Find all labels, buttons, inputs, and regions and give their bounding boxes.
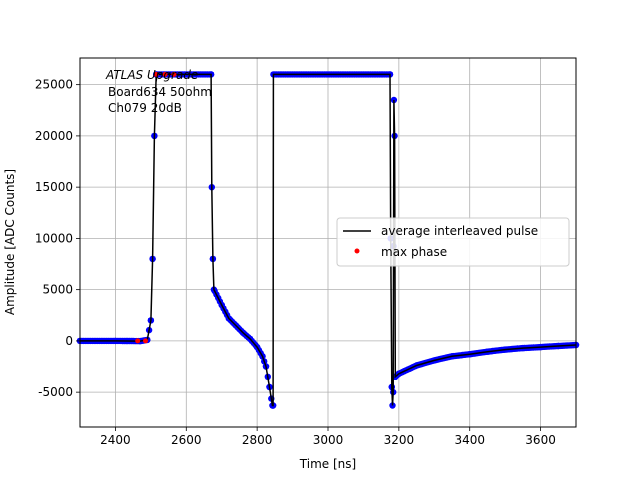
- x-tick-label: 3200: [384, 433, 415, 447]
- max-phase-point: [143, 338, 148, 344]
- max-phase-point: [153, 71, 159, 77]
- x-tick-label: 3000: [313, 433, 344, 447]
- x-tick-label: 2400: [100, 433, 131, 447]
- max-phase-point: [162, 71, 168, 77]
- legend-label-max-phase: max phase: [381, 245, 447, 259]
- max-phase-point: [135, 338, 141, 344]
- annotation-atlas: ATLAS Upgrade: [105, 68, 198, 82]
- y-axis-ticks: -5000 0 5000 10000 15000 20000 25000: [35, 78, 80, 399]
- y-axis-label: Amplitude [ADC Counts]: [3, 169, 17, 315]
- max-phase-markers: [135, 71, 177, 344]
- annotation-channel: Ch079 20dB: [108, 101, 182, 115]
- x-axis-ticks: 2400 2600 2800 3000 3200 3400 3600: [100, 427, 556, 447]
- y-tick-label: 20000: [35, 129, 73, 143]
- legend-label-pulse: average interleaved pulse: [381, 224, 538, 238]
- x-tick-label: 2600: [171, 433, 202, 447]
- legend-swatch-max-phase: [354, 248, 360, 254]
- y-tick-label: 10000: [35, 231, 73, 245]
- max-phase-point: [171, 71, 177, 77]
- x-tick-label: 3400: [454, 433, 485, 447]
- legend: average interleaved pulse max phase: [336, 217, 570, 267]
- x-axis-label: Time [ns]: [299, 457, 356, 471]
- x-tick-label: 3600: [525, 433, 556, 447]
- legend-box: [336, 217, 570, 267]
- annotation-board: Board634 50ohm: [108, 85, 212, 99]
- y-tick-label: 5000: [42, 283, 73, 297]
- y-tick-label: 15000: [35, 180, 73, 194]
- y-tick-label: -5000: [38, 385, 73, 399]
- x-tick-label: 2800: [242, 433, 273, 447]
- y-tick-label: 25000: [35, 78, 73, 92]
- y-tick-label: 0: [65, 334, 73, 348]
